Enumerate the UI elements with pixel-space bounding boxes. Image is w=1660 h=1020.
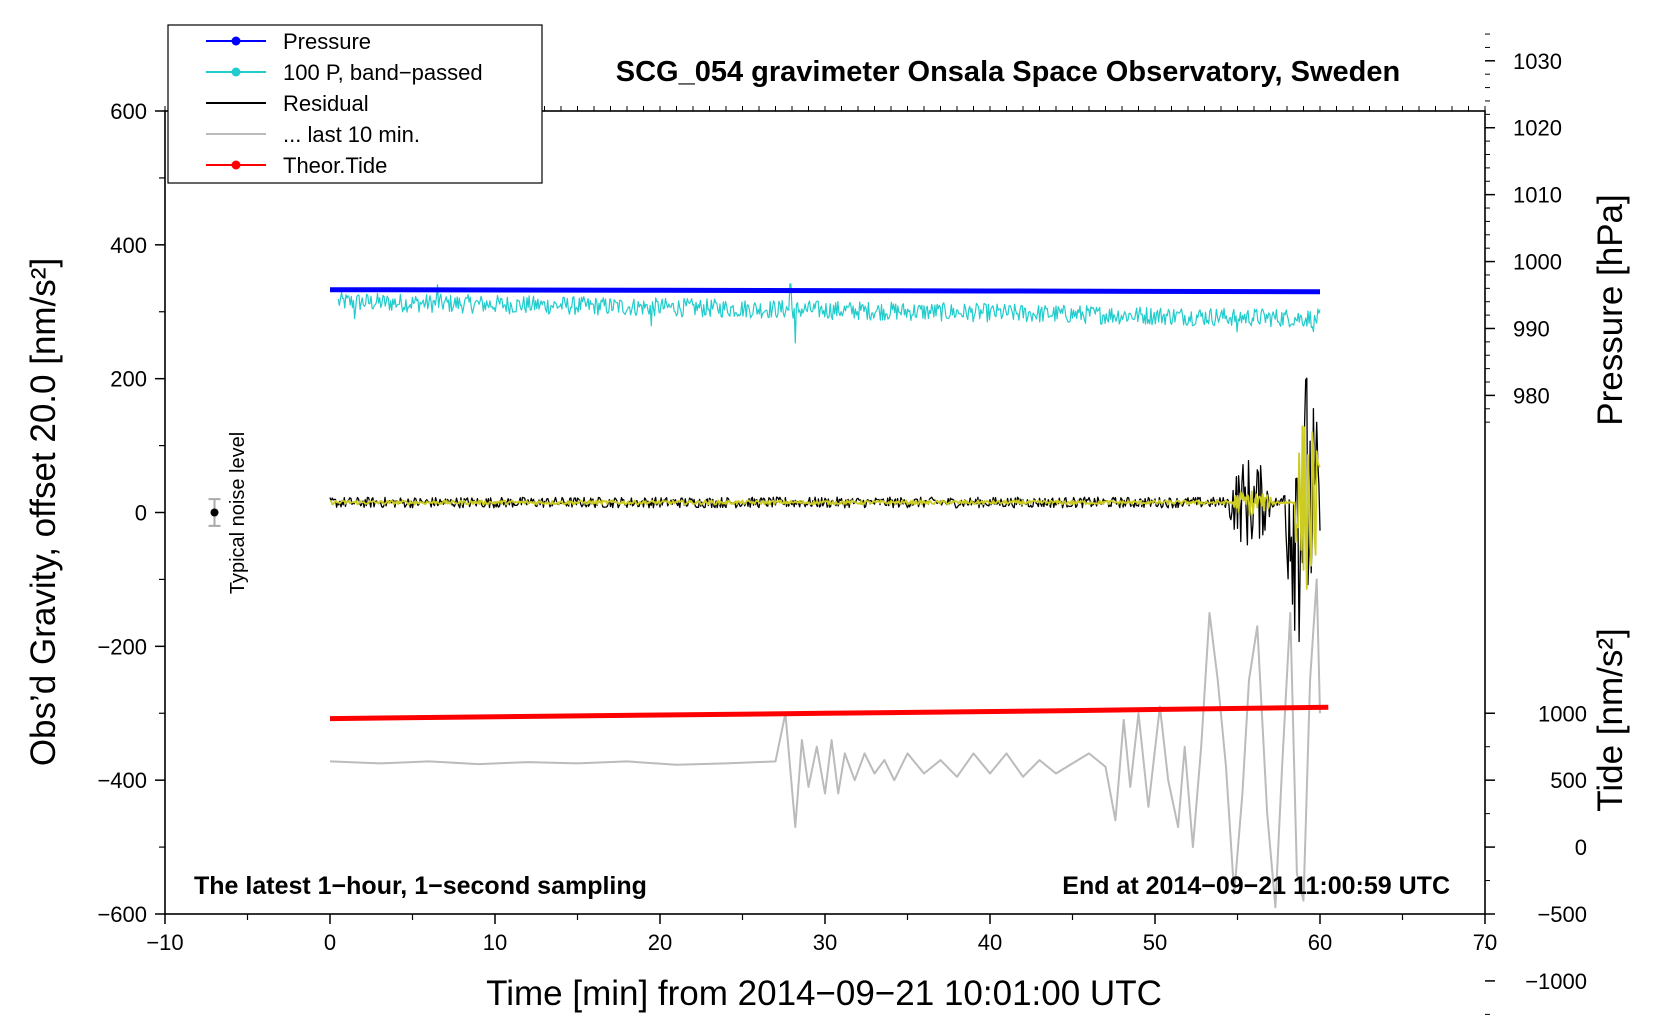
series-line <box>329 425 1321 590</box>
noise-point <box>210 508 219 517</box>
pressure-tick-label: 1010 <box>1513 183 1562 208</box>
chart-title: SCG_054 gravimeter Onsala Space Observat… <box>616 56 1400 88</box>
pressure-tick-label: 1030 <box>1513 49 1562 74</box>
legend-label: 100 P, band−passed <box>283 60 483 85</box>
series-line <box>329 704 1329 722</box>
tide-tick-label: −1000 <box>1525 969 1587 994</box>
pressure-tick-label: 1000 <box>1513 250 1562 275</box>
y-tick-label: 400 <box>110 233 147 258</box>
tide-tick-label: 500 <box>1550 768 1587 793</box>
tide-tick-label: −500 <box>1537 902 1587 927</box>
y-axis-tide-label: Tide [nm/s²] <box>1591 628 1630 811</box>
pressure-tick-label: 1020 <box>1513 116 1562 141</box>
x-axis: −10 0 10 20 30 40 50 60 70 <box>146 914 1497 955</box>
y-tick-label: 0 <box>135 501 147 526</box>
series-layer <box>329 283 1329 909</box>
legend-label: ... last 10 min. <box>283 122 420 147</box>
series-line <box>337 283 1321 344</box>
annotation-end-time: End at 2014−09−21 11:00:59 UTC <box>1062 872 1450 900</box>
annotation-sampling: The latest 1−hour, 1−second sampling <box>194 872 647 900</box>
series-line <box>329 578 1321 909</box>
x-tick-label: 10 <box>483 930 507 955</box>
x-axis-label: Time [min] from 2014−09−21 10:01:00 UTC <box>486 974 1162 1013</box>
y-axis-pressure-label: Pressure [hPa] <box>1591 194 1630 426</box>
x-tick-label: 20 <box>648 930 672 955</box>
x-tick-label: 60 <box>1308 930 1332 955</box>
series-line <box>329 287 1321 295</box>
legend-label: Pressure <box>283 29 371 54</box>
x-tick-label: 70 <box>1473 930 1497 955</box>
y-tick-label: −600 <box>97 902 147 927</box>
y-tick-label: −400 <box>97 768 147 793</box>
x-tick-label: −10 <box>146 930 183 955</box>
y-axis-left: −600 −400 −200 0 200 400 600 <box>97 99 165 927</box>
pressure-tick-label: 990 <box>1513 316 1550 341</box>
tide-tick-label: 0 <box>1575 835 1587 860</box>
tide-tick-label: 1000 <box>1538 701 1587 726</box>
x-tick-label: 0 <box>324 930 336 955</box>
legend-label: Residual <box>283 91 369 116</box>
y-tick-label: 200 <box>110 367 147 392</box>
y-axis-pressure: 980 990 1000 1010 1020 1030 <box>1485 33 1562 423</box>
x-tick-label: 40 <box>978 930 1002 955</box>
x-tick-label: 30 <box>813 930 837 955</box>
pressure-tick-label: 980 <box>1513 383 1550 408</box>
y-tick-label: −200 <box>97 634 147 659</box>
legend-marker <box>231 67 241 77</box>
noise-level-label: Typical noise level <box>227 432 249 594</box>
legend-marker <box>231 36 241 46</box>
noise-marker <box>208 498 221 527</box>
legend-label: Theor.Tide <box>283 153 387 178</box>
x-tick-label: 50 <box>1143 930 1167 955</box>
y-tick-label: 600 <box>110 99 147 124</box>
y-axis-left-label: Obs’d Gravity, offset 20.0 [nm/s²] <box>24 258 63 766</box>
legend-marker <box>231 160 241 170</box>
legend: Pressure 100 P, band−passed Residual ... la… <box>167 24 543 184</box>
